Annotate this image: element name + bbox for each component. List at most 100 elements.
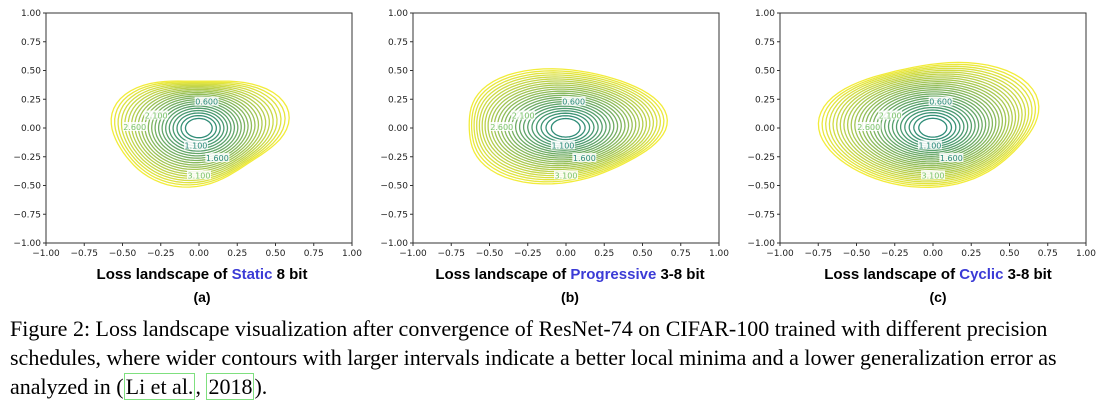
y-tick-label: 0.00 bbox=[21, 124, 41, 134]
y-tick-label: −1.00 bbox=[13, 239, 41, 249]
contour-label: 0.600 bbox=[562, 98, 585, 107]
x-tick-label: −1.00 bbox=[766, 249, 794, 259]
contour-line bbox=[168, 107, 229, 150]
citation-year-link[interactable]: 2018 bbox=[206, 373, 255, 400]
contour-label: 0.600 bbox=[195, 98, 218, 107]
contour-line bbox=[518, 101, 611, 153]
x-tick-label: −0.25 bbox=[147, 249, 175, 259]
x-tick-label: 0.00 bbox=[189, 249, 209, 259]
contour-label-bg bbox=[183, 140, 208, 150]
contour-line bbox=[817, 61, 1040, 188]
contour-line bbox=[850, 79, 1010, 172]
contour-label-bg bbox=[187, 170, 211, 180]
contour-line bbox=[476, 74, 658, 179]
y-tick-label: −0.25 bbox=[380, 153, 408, 163]
x-tick-label: 0.25 bbox=[961, 249, 981, 259]
x-tick-label: 0.50 bbox=[265, 249, 285, 259]
y-tick-label: 0.25 bbox=[21, 95, 41, 105]
citation-link[interactable]: Li et al. bbox=[123, 373, 196, 400]
contour-label: 2.600 bbox=[490, 123, 513, 132]
x-tick-label: 1.00 bbox=[342, 249, 362, 259]
y-tick-label: 0.00 bbox=[388, 124, 408, 134]
contour-label: 1.100 bbox=[918, 141, 941, 150]
contour-line bbox=[918, 117, 948, 138]
y-tick-label: 0.75 bbox=[388, 38, 408, 48]
plot-a: −1.00 −0.75 −0.50 −0.25 0.00 0.25 0.50 0.75 1.00… bbox=[13, 9, 362, 259]
contour-line bbox=[899, 106, 965, 147]
contour-label-bg bbox=[928, 96, 953, 106]
x-tick-label: 0.25 bbox=[594, 249, 614, 259]
x-tick-label: −0.75 bbox=[804, 249, 832, 259]
contour-label-bg bbox=[939, 153, 964, 163]
contour-label-bg bbox=[572, 153, 597, 163]
x-tick-label: 0.00 bbox=[556, 249, 576, 259]
contour-line bbox=[895, 104, 969, 150]
contour-label: 1.600 bbox=[573, 154, 596, 163]
contour-label-bg bbox=[122, 122, 147, 131]
contour-line bbox=[165, 105, 232, 152]
contour-line bbox=[828, 67, 1030, 183]
contour-line bbox=[484, 80, 647, 173]
x-tick-label: 0.50 bbox=[632, 249, 652, 259]
contour-label: 2.600 bbox=[857, 123, 880, 132]
contour-line bbox=[545, 115, 586, 141]
contour-line bbox=[117, 82, 282, 184]
y-tick-label: −0.50 bbox=[747, 182, 775, 192]
contour-line bbox=[120, 83, 278, 182]
y-tick-label: −1.00 bbox=[380, 239, 408, 249]
contour-line bbox=[184, 117, 213, 139]
x-tick-label: −1.00 bbox=[32, 249, 60, 259]
contour-line bbox=[487, 82, 644, 171]
contour-line bbox=[821, 63, 1037, 187]
x-tick-label: −0.75 bbox=[70, 249, 98, 259]
y-tick-label: −0.25 bbox=[747, 153, 775, 163]
y-tick-label: 0.75 bbox=[21, 38, 41, 48]
contour-line bbox=[832, 69, 1027, 181]
contour-line bbox=[110, 80, 290, 188]
contour-line bbox=[913, 114, 953, 141]
contour-label: 2.100 bbox=[145, 112, 168, 121]
plot-label-b: (b) bbox=[561, 289, 579, 305]
y-tick-label: 0.25 bbox=[755, 95, 775, 105]
y-tick-label: −0.75 bbox=[747, 210, 775, 220]
contour-line bbox=[161, 103, 236, 155]
contour-line bbox=[535, 110, 595, 145]
contour-line bbox=[825, 65, 1033, 185]
plot-c: −1.00 −0.75 −0.50 −0.25 0.00 0.25 0.50 0.75 1.00… bbox=[747, 9, 1096, 259]
contour-line bbox=[550, 117, 581, 138]
plot-title-b: Loss landscape of Progressive 3-8 bit bbox=[435, 266, 705, 283]
contour-line bbox=[478, 76, 655, 177]
x-tick-label: −0.50 bbox=[843, 249, 871, 259]
contour-label-bg bbox=[878, 110, 903, 120]
contour-line bbox=[836, 71, 1023, 179]
y-tick-label: −1.00 bbox=[747, 239, 775, 249]
y-tick-label: 0.50 bbox=[21, 67, 41, 77]
contour-line bbox=[839, 73, 1020, 178]
y-tick-label: −0.75 bbox=[13, 210, 41, 220]
contour-line bbox=[846, 77, 1013, 174]
contour-line bbox=[180, 114, 217, 142]
contour-label: 1.100 bbox=[551, 141, 574, 150]
contour-line bbox=[904, 109, 961, 145]
contour-label-bg bbox=[194, 96, 219, 106]
y-tick-label: 1.00 bbox=[755, 9, 775, 19]
contour-label: 1.600 bbox=[206, 154, 229, 163]
contour-line bbox=[473, 72, 662, 181]
y-tick-label: 1.00 bbox=[21, 9, 41, 19]
x-tick-label: 1.00 bbox=[709, 249, 729, 259]
y-tick-label: −0.75 bbox=[380, 210, 408, 220]
plot-b: −1.00 −0.75 −0.50 −0.25 0.00 0.25 0.50 0.75 1.00… bbox=[380, 9, 729, 259]
contour-line bbox=[883, 97, 980, 155]
x-tick-label: −0.50 bbox=[109, 249, 137, 259]
x-tick-label: −0.50 bbox=[476, 249, 504, 259]
x-tick-label: −0.75 bbox=[437, 249, 465, 259]
x-tick-label: −0.25 bbox=[881, 249, 909, 259]
y-tick-label: −0.25 bbox=[13, 153, 41, 163]
contour-label: 1.600 bbox=[940, 154, 963, 163]
contour-label: 0.600 bbox=[929, 98, 952, 107]
figure-caption: Figure 2: Loss landscape visualization a… bbox=[10, 316, 1057, 400]
contour-line bbox=[114, 81, 286, 186]
contour-label: 1.100 bbox=[184, 141, 207, 150]
x-tick-label: −1.00 bbox=[399, 249, 427, 259]
